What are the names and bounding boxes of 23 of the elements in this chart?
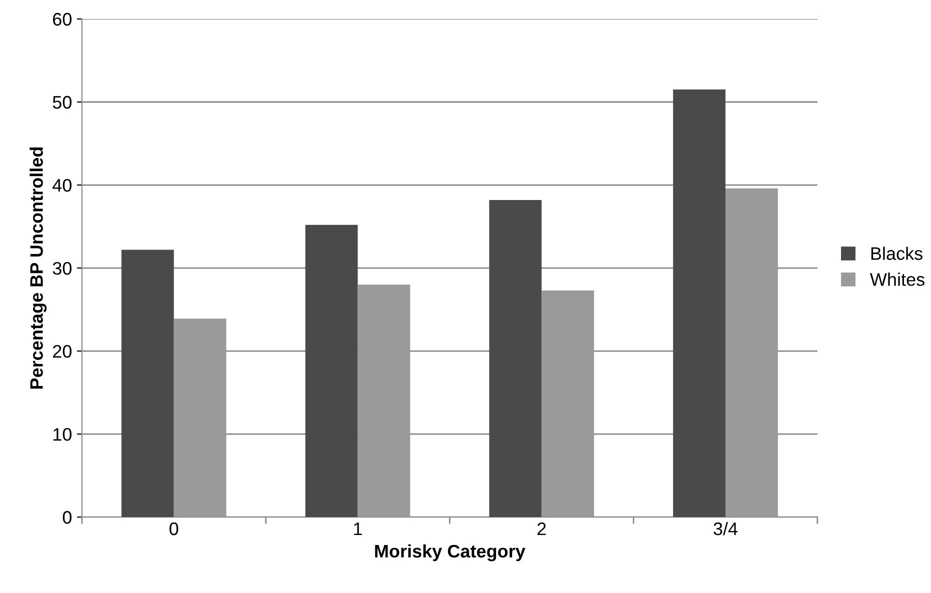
x-tick-label: 0 bbox=[170, 522, 178, 536]
x-tick-label: 3/4 bbox=[714, 522, 738, 536]
y-tick-label: 20 bbox=[53, 344, 72, 358]
bar bbox=[725, 188, 778, 518]
y-tick-label: 60 bbox=[53, 12, 72, 26]
y-tick-label: 10 bbox=[54, 428, 72, 441]
legend-label: Whites bbox=[870, 272, 924, 286]
y-tick-label: 30 bbox=[52, 262, 72, 275]
legend-label: Blacks bbox=[871, 246, 922, 260]
x-axis-title: Morisky Category bbox=[375, 544, 526, 562]
bar bbox=[673, 90, 726, 518]
y-tick-label: 50 bbox=[52, 96, 72, 109]
bar bbox=[358, 284, 410, 518]
bar bbox=[542, 290, 594, 518]
bar bbox=[489, 200, 542, 518]
bar bbox=[305, 224, 358, 518]
bar bbox=[174, 318, 226, 518]
x-tick-label: 2 bbox=[537, 522, 546, 536]
x-tick-label: 1 bbox=[354, 522, 362, 536]
y-tick-label: 0 bbox=[62, 511, 72, 524]
y-tick-label: 40 bbox=[52, 178, 72, 192]
y-axis-title: Percentage BP Uncontrolled bbox=[30, 147, 47, 389]
bar bbox=[121, 250, 174, 518]
